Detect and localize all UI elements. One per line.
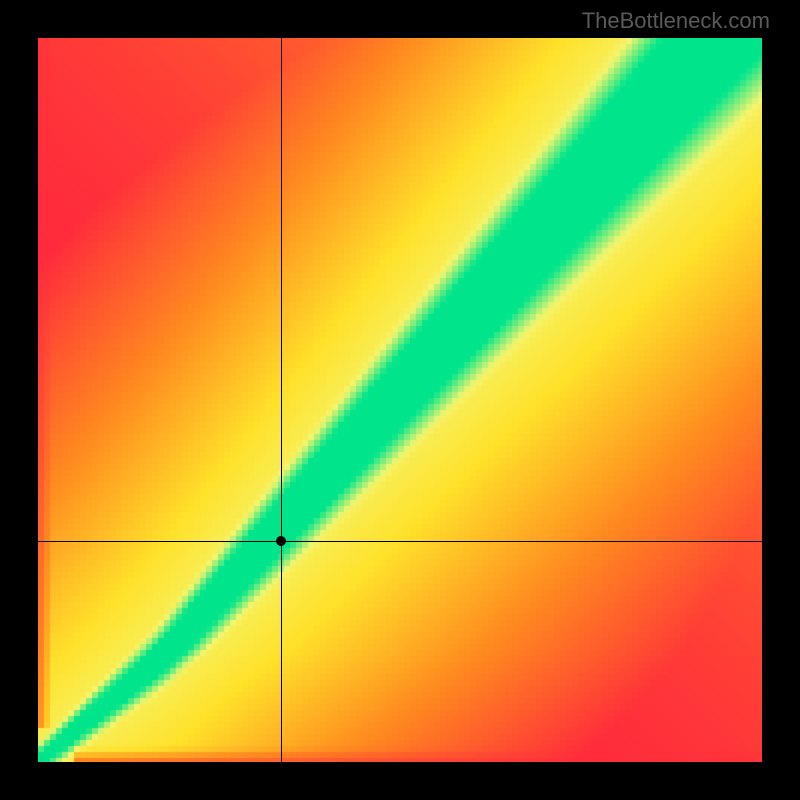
crosshair-vertical [281,38,282,762]
watermark-text: TheBottleneck.com [582,8,770,34]
heatmap-plot [38,38,762,762]
chart-container: TheBottleneck.com [0,0,800,800]
crosshair-marker [276,536,286,546]
crosshair-horizontal [38,541,762,542]
heatmap-canvas [38,38,762,762]
